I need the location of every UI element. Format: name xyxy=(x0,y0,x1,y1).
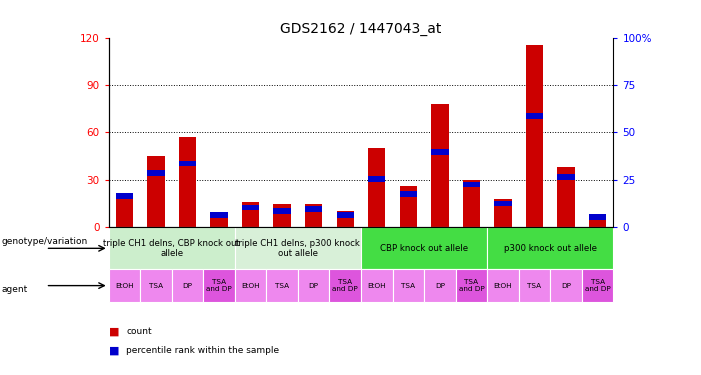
Text: count: count xyxy=(126,327,152,336)
Bar xyxy=(400,191,417,197)
Text: EtOH: EtOH xyxy=(494,283,512,289)
Bar xyxy=(463,180,480,227)
Bar xyxy=(242,202,259,227)
Text: TSA: TSA xyxy=(527,283,542,289)
Text: triple CH1 delns, CBP knock out
allele: triple CH1 delns, CBP knock out allele xyxy=(103,238,240,258)
Text: DP: DP xyxy=(182,283,193,289)
Text: TSA
and DP: TSA and DP xyxy=(332,279,358,292)
Bar xyxy=(242,204,259,210)
Text: EtOH: EtOH xyxy=(241,283,260,289)
Bar xyxy=(266,269,298,302)
Bar xyxy=(361,269,393,302)
Bar xyxy=(235,269,266,302)
Bar xyxy=(273,209,291,214)
Text: agent: agent xyxy=(1,285,27,294)
Text: TSA: TSA xyxy=(275,283,290,289)
Text: CBP knock out allele: CBP knock out allele xyxy=(380,244,468,253)
Text: ■: ■ xyxy=(109,327,119,337)
Text: genotype/variation: genotype/variation xyxy=(1,237,88,246)
Bar xyxy=(203,269,235,302)
Text: EtOH: EtOH xyxy=(367,283,386,289)
Bar xyxy=(431,150,449,155)
Bar xyxy=(550,269,582,302)
Text: TSA: TSA xyxy=(401,283,416,289)
Bar xyxy=(557,167,575,227)
Bar xyxy=(400,186,417,227)
Bar xyxy=(305,204,322,227)
Text: DP: DP xyxy=(561,283,571,289)
Bar xyxy=(116,193,133,199)
Bar xyxy=(140,269,172,302)
Bar xyxy=(526,113,543,119)
Bar xyxy=(557,174,575,180)
Text: ■: ■ xyxy=(109,346,119,355)
Bar xyxy=(368,148,386,227)
Bar xyxy=(361,227,487,269)
Text: triple CH1 delns, p300 knock
out allele: triple CH1 delns, p300 knock out allele xyxy=(236,238,360,258)
Bar xyxy=(494,201,512,206)
Bar xyxy=(210,216,228,227)
Bar xyxy=(368,176,386,182)
Bar xyxy=(431,104,449,227)
Title: GDS2162 / 1447043_at: GDS2162 / 1447043_at xyxy=(280,22,442,36)
Bar xyxy=(210,212,228,217)
Bar xyxy=(109,227,235,269)
Bar xyxy=(305,206,322,212)
Bar xyxy=(519,269,550,302)
Text: TSA
and DP: TSA and DP xyxy=(585,279,611,292)
Bar xyxy=(235,227,361,269)
Bar xyxy=(424,269,456,302)
Bar xyxy=(116,196,133,227)
Text: TSA
and DP: TSA and DP xyxy=(206,279,232,292)
Bar xyxy=(589,214,606,219)
Text: DP: DP xyxy=(308,283,319,289)
Bar xyxy=(298,269,329,302)
Bar xyxy=(526,45,543,227)
Bar xyxy=(147,156,165,227)
Bar xyxy=(494,199,512,227)
Text: TSA: TSA xyxy=(149,283,163,289)
Bar xyxy=(487,227,613,269)
Bar xyxy=(589,219,606,227)
Text: p300 knock out allele: p300 knock out allele xyxy=(504,244,597,253)
Bar xyxy=(329,269,361,302)
Bar xyxy=(179,161,196,166)
Bar xyxy=(463,182,480,187)
Bar xyxy=(273,204,291,227)
Bar xyxy=(147,170,165,176)
Bar xyxy=(336,212,354,217)
Text: DP: DP xyxy=(435,283,445,289)
Bar xyxy=(582,269,613,302)
Text: EtOH: EtOH xyxy=(115,283,134,289)
Bar xyxy=(393,269,424,302)
Bar xyxy=(172,269,203,302)
Text: percentile rank within the sample: percentile rank within the sample xyxy=(126,346,279,355)
Bar xyxy=(179,137,196,227)
Bar xyxy=(456,269,487,302)
Text: TSA
and DP: TSA and DP xyxy=(458,279,484,292)
Bar xyxy=(487,269,519,302)
Bar xyxy=(336,211,354,227)
Bar xyxy=(109,269,140,302)
